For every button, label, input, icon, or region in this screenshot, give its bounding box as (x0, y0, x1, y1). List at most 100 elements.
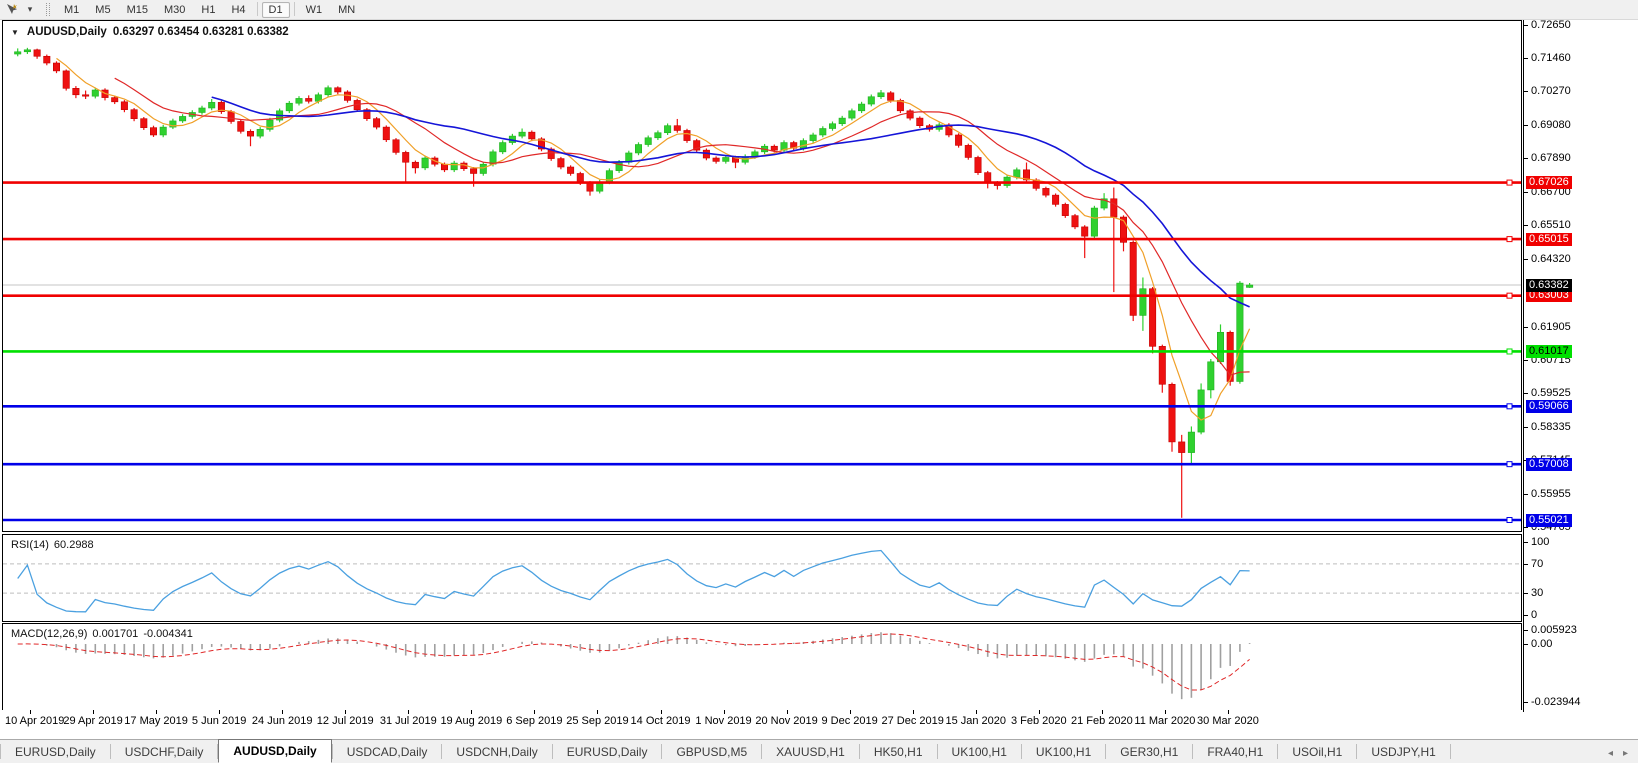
timeframe-button-w1[interactable]: W1 (305, 3, 323, 16)
price-chart-panel[interactable]: AUDUSD,Daily 0.63297 0.63454 0.63281 0.6… (2, 20, 1522, 532)
date-tick (156, 710, 158, 714)
axis-tick (1524, 158, 1528, 160)
candle-body (518, 131, 526, 137)
rsi-tick-label: 70 (1531, 557, 1544, 570)
date-tick-label: 27 Dec 2019 (881, 715, 944, 727)
line-handle[interactable] (1506, 179, 1513, 186)
chart-tab-usdcnh-daily[interactable]: USDCNH,Daily (456, 744, 538, 759)
axis-tick (1524, 493, 1528, 495)
chart-tab-usdchf-daily[interactable]: USDCHF,Daily (124, 744, 204, 759)
tab-scroll-right-icon[interactable] (1623, 745, 1628, 759)
toolbar-grip[interactable] (46, 3, 50, 16)
line-handle[interactable] (1506, 348, 1513, 355)
date-tick-label: 12 Jul 2019 (316, 715, 374, 727)
price-tick-label: 0.72650 (1531, 18, 1571, 31)
timeframe-button-m5[interactable]: M5 (95, 3, 111, 16)
chart-menu-icon[interactable] (11, 26, 21, 38)
rsi-line (17, 549, 1250, 613)
date-tick (786, 710, 788, 714)
chart-tab-fra40-h1[interactable]: FRA40,H1 (1207, 744, 1264, 759)
line-handle[interactable] (1506, 236, 1513, 243)
date-tick-label: 6 Sep 2019 (506, 715, 563, 727)
chart-tab-eurusd-daily[interactable]: EURUSD,Daily (15, 744, 96, 759)
rsi-label: RSI(14) 60.2988 (11, 539, 94, 551)
tab-separator (551, 744, 553, 759)
line-handle[interactable] (1506, 403, 1513, 410)
candle-body (392, 139, 400, 153)
chart-tab-usdcad-daily[interactable]: USDCAD,Daily (346, 744, 428, 759)
candle-body (712, 157, 720, 162)
price-tick-label: 0.58335 (1531, 420, 1571, 433)
date-tick-label: 24 Jun 2019 (251, 715, 313, 727)
chart-tab-ger30-h1[interactable]: GER30,H1 (1120, 744, 1179, 759)
axis-tick (1524, 57, 1528, 59)
tab-separator (1277, 744, 1279, 759)
chart-tab-audusd-daily[interactable]: AUDUSD,Daily (218, 739, 332, 763)
rsi-indicator-panel[interactable]: RSI(14) 60.2988 (2, 534, 1522, 622)
tab-separator (761, 744, 763, 759)
axis-tick (1524, 258, 1528, 260)
date-tick (723, 710, 725, 714)
macd-plot[interactable] (3, 624, 1521, 710)
chart-tab-hk50-h1[interactable]: HK50,H1 (873, 744, 923, 759)
axis-tick (1524, 527, 1528, 529)
chart-tab-eurusd-daily[interactable]: EURUSD,Daily (566, 744, 648, 759)
date-tick (1038, 710, 1040, 714)
price-axis[interactable]: 0.72650 0.71460 0.70270 0.69080 0.67890 0.667… (1523, 18, 1638, 712)
chart-tab-usdjpy-h1[interactable]: USDJPY,H1 (1371, 744, 1436, 759)
candle-body (411, 161, 419, 169)
candle-body (324, 87, 332, 96)
axis-tick (1524, 615, 1528, 616)
cursor-tool-icon[interactable] (3, 3, 19, 17)
line-handle[interactable] (1506, 292, 1513, 299)
line-handle[interactable] (1506, 461, 1513, 468)
chart-tab-xauusd-h1[interactable]: XAUUSD,H1 (776, 744, 845, 759)
date-tick (912, 710, 914, 714)
date-axis[interactable]: 10 Apr 2019 29 Apr 2019 17 May 2019 5 Jun 2… (2, 710, 1523, 736)
timeframe-button-d1[interactable]: D1 (261, 1, 290, 18)
rsi-tick-label: 0 (1531, 609, 1538, 621)
timeframe-button-h1[interactable]: H1 (201, 3, 216, 16)
candle-body (1081, 226, 1089, 237)
macd-indicator-panel[interactable]: MACD(12,26,9) 0.001701 -0.004341 (2, 623, 1522, 711)
price-tick-label: 0.65510 (1531, 219, 1571, 232)
timeframe-button-m1[interactable]: M1 (64, 3, 80, 16)
candle-body (159, 126, 167, 136)
timeframe-button-mn[interactable]: MN (338, 3, 356, 16)
timeframe-button-h4[interactable]: H4 (231, 3, 246, 16)
chart-tab-uk100-h1[interactable]: UK100,H1 (951, 744, 1007, 759)
date-tick-label: 19 Aug 2019 (440, 715, 503, 727)
candlestick-chart[interactable] (3, 21, 1521, 531)
axis-tick (1524, 393, 1528, 395)
candle-body (295, 98, 303, 104)
timeframe-button-m15[interactable]: M15 (126, 3, 148, 16)
date-tick (660, 710, 662, 714)
chart-tab-usoil-h1[interactable]: USOil,H1 (1292, 744, 1343, 759)
chart-ohlc-values: 0.63297 0.63454 0.63281 0.63382 (112, 26, 289, 38)
candle-body (52, 62, 60, 72)
tab-separator (0, 744, 1, 759)
tab-separator (1449, 744, 1451, 759)
candle-body (838, 117, 846, 125)
tab-separator (661, 744, 663, 759)
chart-tab-uk100-h1[interactable]: UK100,H1 (1035, 744, 1092, 759)
axis-tick (1524, 191, 1528, 193)
tab-scroll-left-icon[interactable] (1608, 745, 1613, 759)
candle-body (1168, 383, 1176, 443)
chart-tab-gbpusd-m5[interactable]: GBPUSD,M5 (676, 744, 748, 759)
line-handle[interactable] (1506, 517, 1513, 524)
date-tick (975, 710, 977, 714)
rsi-plot[interactable] (3, 535, 1521, 621)
candle-body (780, 142, 788, 151)
tab-separator (1192, 744, 1194, 759)
dropdown-caret-icon[interactable] (22, 3, 38, 17)
candle-body (198, 107, 206, 113)
moving-average-fast (56, 57, 1251, 421)
price-tick-label: 0.64320 (1531, 252, 1571, 265)
candle-body (537, 138, 545, 150)
timeframe-button-m30[interactable]: M30 (163, 3, 186, 16)
price-tick-label: 0.70270 (1531, 85, 1571, 98)
candle-body (111, 97, 119, 103)
date-tick (30, 710, 31, 714)
candle-body (217, 102, 225, 112)
